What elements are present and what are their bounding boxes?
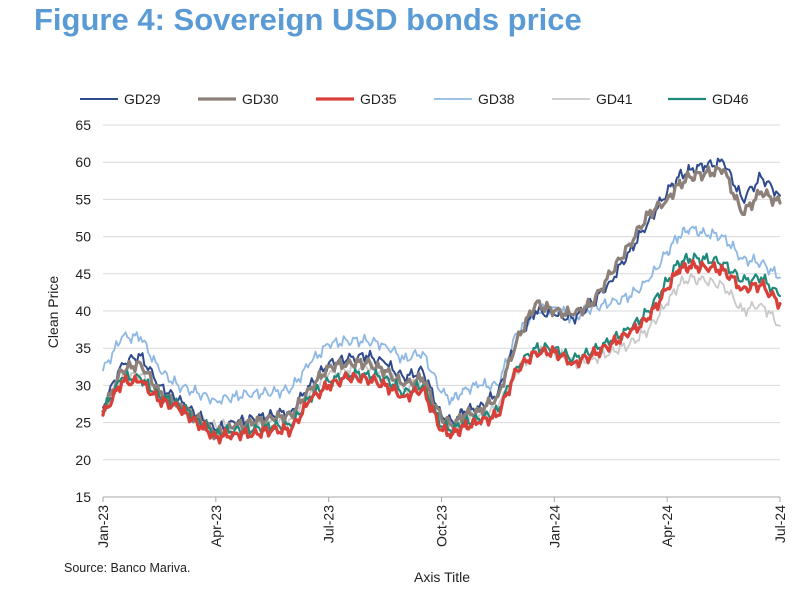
y-tick-label: 25 [75, 415, 91, 431]
y-tick-label: 50 [75, 229, 91, 245]
series-line-gd35 [101, 258, 782, 445]
x-tick-label: Jul-24 [772, 505, 788, 543]
y-tick-label: 45 [75, 266, 91, 282]
y-tick-label: 20 [75, 452, 91, 468]
legend-label-gd29: GD29 [124, 91, 161, 107]
series-line-gd30 [101, 165, 782, 441]
series-lines [101, 157, 782, 445]
x-axis: Jan-23 Apr-23 Jul-23 Oct-23 Jan-24 Apr-24 Jul-… [95, 496, 788, 548]
x-axis-label: Axis Title [414, 569, 470, 585]
y-tick-label: 60 [75, 154, 91, 170]
y-axis-label: Clean Price [45, 276, 61, 349]
legend: GD29 GD30 GD35 GD38 GD41 GD46 [80, 91, 749, 107]
source-note: Source: Banco Mariva. [64, 561, 191, 575]
x-tick-label: Oct-23 [434, 505, 450, 547]
x-tick-label: Jan-24 [546, 505, 562, 548]
series-line-gd46 [101, 252, 782, 439]
legend-label-gd30: GD30 [242, 91, 279, 107]
series-line-gd38 [102, 225, 781, 406]
x-tick-label: Jul-23 [321, 505, 337, 543]
figure-title: Figure 4: Sovereign USD bonds price [34, 2, 582, 37]
legend-label-gd46: GD46 [712, 91, 749, 107]
legend-label-gd41: GD41 [596, 91, 633, 107]
legend-label-gd35: GD35 [360, 91, 397, 107]
y-tick-label: 15 [75, 489, 91, 505]
x-tick-label: Apr-23 [208, 505, 224, 547]
y-tick-label: 35 [75, 340, 91, 356]
legend-label-gd38: GD38 [478, 91, 515, 107]
y-tick-label: 55 [75, 191, 91, 207]
y-tick-label: 30 [75, 377, 91, 393]
x-tick-label: Jan-23 [95, 505, 111, 548]
series-line-gd41 [102, 272, 781, 432]
y-axis-ticks: 15 20 25 30 35 40 45 50 55 60 65 [75, 117, 91, 505]
y-tick-label: 65 [75, 117, 91, 133]
x-tick-label: Apr-24 [659, 505, 675, 547]
y-tick-label: 40 [75, 303, 91, 319]
